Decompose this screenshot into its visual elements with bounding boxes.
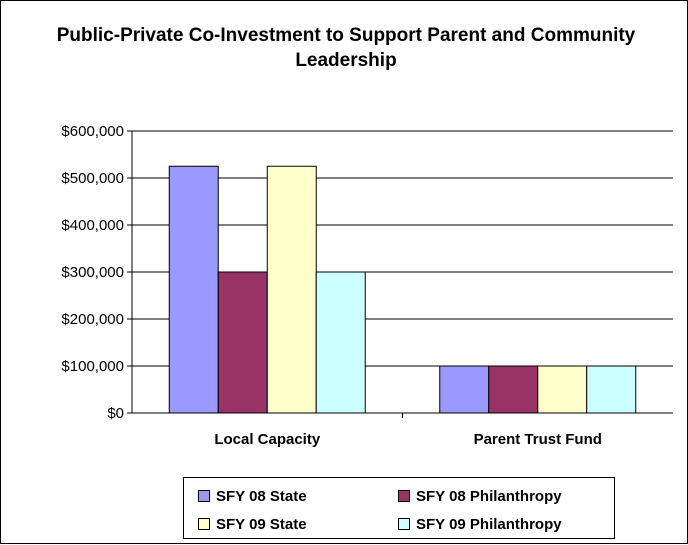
- legend-label: SFY 08 State: [216, 487, 307, 505]
- chart-title: Public-Private Co-Investment to Support …: [56, 25, 636, 71]
- legend-label: SFY 09 State: [216, 515, 307, 533]
- bar: [315, 271, 366, 414]
- legend-label: SFY 09 Philanthropy: [416, 515, 562, 533]
- legend-item: SFY 09 Philanthropy: [398, 514, 562, 534]
- y-tick-label: $200,000: [61, 311, 124, 328]
- legend-item: SFY 08 Philanthropy: [398, 486, 562, 506]
- legend-swatch: [198, 518, 210, 530]
- bar: [217, 271, 268, 414]
- legend-swatch: [398, 490, 410, 502]
- bar: [266, 165, 317, 414]
- bar: [439, 365, 490, 414]
- x-category-label: Local Capacity: [214, 431, 321, 448]
- bar: [586, 365, 637, 414]
- y-tick-label: $0: [107, 405, 124, 422]
- legend-swatch: [398, 518, 410, 530]
- bar: [168, 165, 219, 414]
- y-tick-label: $300,000: [61, 264, 124, 281]
- y-tick-label: $600,000: [61, 123, 124, 140]
- bar: [537, 365, 588, 414]
- legend-item: SFY 09 State: [198, 514, 307, 534]
- y-tick-label: $500,000: [61, 170, 124, 187]
- legend: SFY 08 State SFY 08 Philanthropy SFY 09 St…: [183, 477, 615, 539]
- legend-label: SFY 08 Philanthropy: [416, 487, 562, 505]
- y-tick-label: $400,000: [61, 217, 124, 234]
- y-tick-label: $100,000: [61, 358, 124, 375]
- legend-swatch: [198, 490, 210, 502]
- legend-item: SFY 08 State: [198, 486, 307, 506]
- bar: [488, 365, 539, 414]
- x-category-label: Parent Trust Fund: [474, 431, 602, 448]
